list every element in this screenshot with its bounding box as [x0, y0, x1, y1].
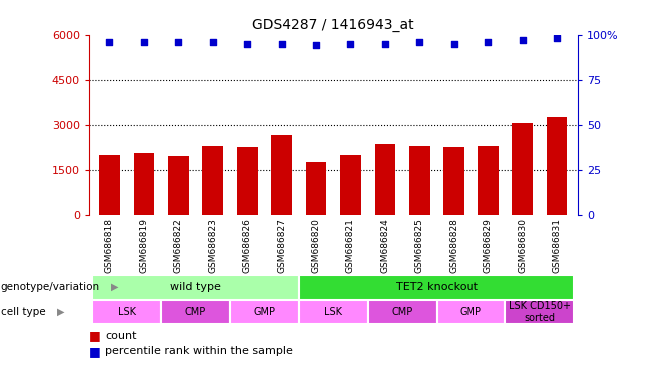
Text: GSM686823: GSM686823 — [209, 218, 217, 273]
Point — [173, 39, 184, 45]
Point — [414, 39, 424, 45]
Point — [449, 41, 459, 47]
Text: GSM686827: GSM686827 — [277, 218, 286, 273]
Text: TET2 knockout: TET2 knockout — [395, 282, 478, 292]
Bar — [271, 135, 292, 215]
Text: LSK: LSK — [324, 307, 342, 317]
Bar — [478, 146, 499, 215]
Bar — [299, 275, 574, 300]
Bar — [92, 275, 299, 300]
Point — [311, 42, 321, 48]
Text: ▶: ▶ — [111, 282, 118, 292]
Point — [483, 39, 494, 45]
Text: GMP: GMP — [460, 307, 482, 317]
Text: GSM686829: GSM686829 — [484, 218, 493, 273]
Text: genotype/variation: genotype/variation — [1, 282, 100, 292]
Text: GSM686819: GSM686819 — [139, 218, 149, 273]
Text: GSM686830: GSM686830 — [518, 218, 527, 273]
Text: CMP: CMP — [185, 307, 206, 317]
Bar — [237, 147, 257, 215]
Bar — [436, 300, 505, 324]
Point — [104, 39, 114, 45]
Text: GSM686825: GSM686825 — [415, 218, 424, 273]
Bar — [168, 156, 189, 215]
Point — [380, 41, 390, 47]
Bar — [513, 123, 533, 215]
Point — [276, 41, 287, 47]
Text: count: count — [105, 331, 137, 341]
Text: GSM686824: GSM686824 — [380, 218, 390, 273]
Bar — [374, 144, 395, 215]
Text: wild type: wild type — [170, 282, 221, 292]
Bar — [368, 300, 436, 324]
Text: ▶: ▶ — [57, 307, 64, 317]
Text: LSK: LSK — [118, 307, 136, 317]
Bar — [505, 300, 574, 324]
Title: GDS4287 / 1416943_at: GDS4287 / 1416943_at — [253, 18, 414, 32]
Point — [345, 41, 356, 47]
Bar — [230, 300, 299, 324]
Point — [552, 35, 563, 41]
Text: CMP: CMP — [392, 307, 413, 317]
Bar — [161, 300, 230, 324]
Text: percentile rank within the sample: percentile rank within the sample — [105, 346, 293, 356]
Bar — [306, 162, 326, 215]
Point — [207, 39, 218, 45]
Bar — [134, 153, 154, 215]
Point — [242, 41, 253, 47]
Text: GMP: GMP — [253, 307, 276, 317]
Bar — [203, 146, 223, 215]
Bar — [299, 300, 368, 324]
Text: GSM686820: GSM686820 — [311, 218, 320, 273]
Bar — [340, 155, 361, 215]
Text: GSM686818: GSM686818 — [105, 218, 114, 273]
Text: cell type: cell type — [1, 307, 45, 317]
Bar — [409, 146, 430, 215]
Bar — [99, 155, 120, 215]
Text: GSM686822: GSM686822 — [174, 218, 183, 273]
Point — [517, 37, 528, 43]
Text: GSM686821: GSM686821 — [346, 218, 355, 273]
Text: ■: ■ — [89, 329, 101, 343]
Bar — [92, 300, 161, 324]
Point — [139, 39, 149, 45]
Bar — [547, 117, 567, 215]
Text: ■: ■ — [89, 345, 101, 358]
Text: GSM686826: GSM686826 — [243, 218, 252, 273]
Bar — [443, 147, 464, 215]
Text: LSK CD150+
sorted: LSK CD150+ sorted — [509, 301, 571, 323]
Text: GSM686831: GSM686831 — [553, 218, 561, 273]
Text: GSM686828: GSM686828 — [449, 218, 458, 273]
